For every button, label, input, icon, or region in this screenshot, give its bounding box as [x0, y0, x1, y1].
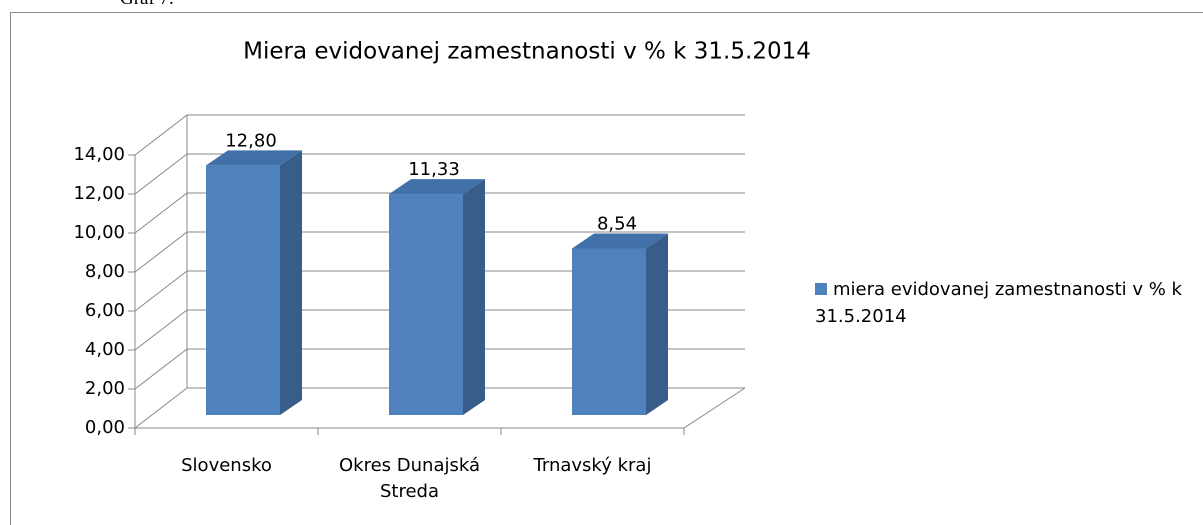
y-tick-label: 6,00	[85, 300, 125, 321]
legend-swatch	[815, 283, 827, 295]
chart-border	[10, 12, 1203, 525]
caption: Graf 7.	[120, 0, 174, 10]
y-tick-label: 12,00	[73, 183, 125, 204]
y-tick-label: 0,00	[85, 417, 125, 438]
bar-top	[572, 233, 668, 249]
x-tick-label: Okres Dunajská Streda	[339, 455, 480, 502]
chart-title: Miera evidovanej zamestnanosti v % k 31.…	[243, 39, 811, 65]
bar-top	[389, 179, 485, 195]
x-tick-label: Slovensko	[181, 455, 272, 476]
legend: miera evidovanej zamestnanosti v % k 31.…	[815, 276, 1185, 330]
bar	[572, 248, 646, 415]
bar	[206, 165, 280, 415]
value-label: 11,33	[408, 159, 460, 180]
value-label: 12,80	[225, 130, 277, 151]
bar-side	[646, 233, 668, 415]
y-tick-label: 14,00	[73, 144, 125, 165]
bar	[389, 194, 463, 415]
y-tick-label: 2,00	[85, 378, 125, 399]
bar-top	[206, 150, 302, 166]
y-tick-label: 4,00	[85, 339, 125, 360]
legend-label: miera evidovanej zamestnanosti v % k 31.…	[815, 279, 1182, 327]
bar-side	[280, 150, 302, 415]
value-label: 8,54	[597, 213, 637, 234]
y-tick-label: 10,00	[73, 222, 125, 243]
x-tick-label: Trnavský kraj	[533, 455, 652, 476]
bar-side	[463, 179, 485, 415]
y-tick-label: 8,00	[85, 261, 125, 282]
